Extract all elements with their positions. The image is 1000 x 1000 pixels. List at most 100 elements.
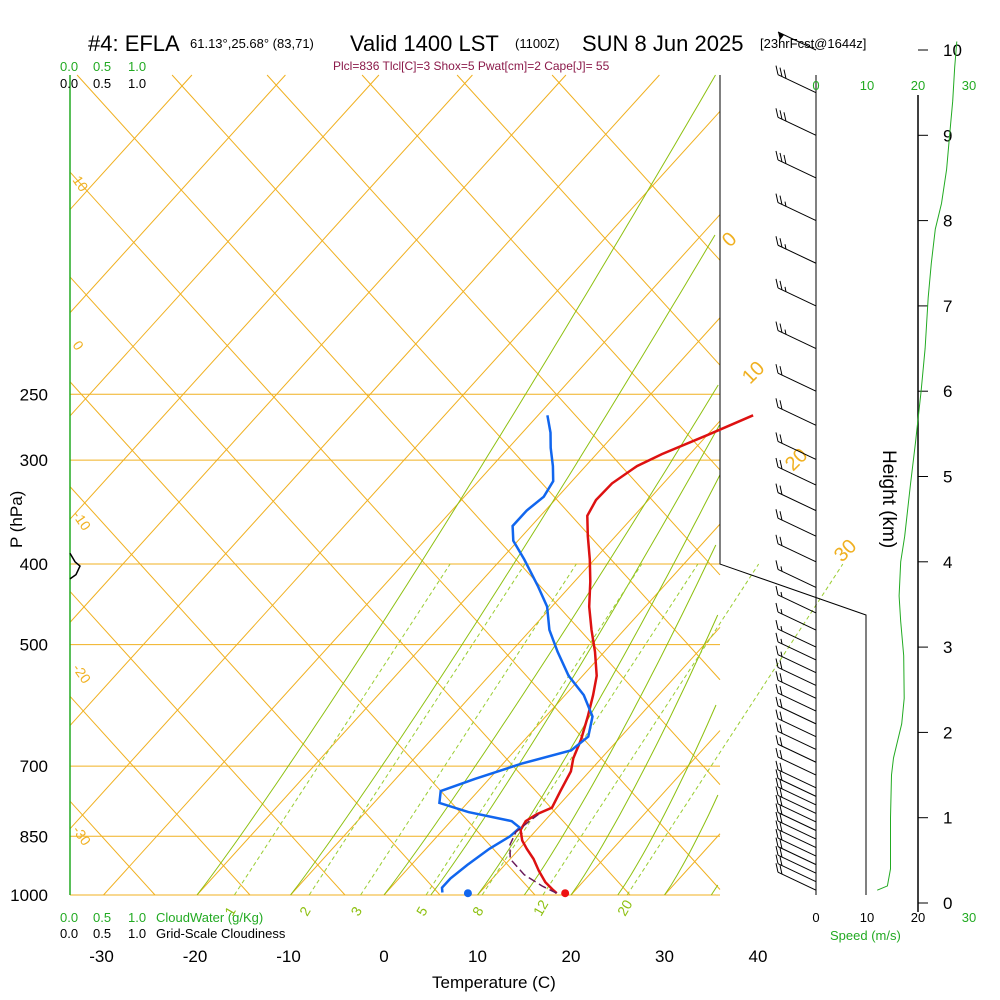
speed-scale-tick: 20 — [911, 910, 925, 925]
isotherm-line — [477, 627, 721, 896]
wind-barb-staff — [777, 667, 817, 686]
wind-barb-feather — [775, 150, 779, 161]
speed-scale-tick: 30 — [962, 78, 976, 93]
height-tick-label: 2 — [943, 723, 952, 742]
wind-barb-feather — [779, 737, 783, 747]
height-tick-label: 7 — [943, 297, 952, 316]
wind-barb-feather — [779, 67, 783, 77]
wind-barb-feather — [779, 434, 783, 444]
temperature-tick-label: -10 — [276, 947, 301, 966]
moist-adiabat-line — [523, 544, 717, 896]
wind-barb-feather — [775, 432, 779, 442]
pressure-tick-label: 1000 — [10, 886, 48, 905]
dry-adiabat-line — [69, 591, 346, 896]
wind-barb-feather — [775, 735, 779, 745]
dry-adiabat-line — [69, 800, 156, 896]
wind-barb-staff — [777, 543, 817, 563]
wind-barb-staff — [777, 440, 817, 460]
wind-barb-feather — [783, 112, 787, 122]
moist-adiabat-line — [570, 614, 719, 896]
wind-barb-feather — [779, 779, 783, 790]
plot-boundary-line — [719, 75, 867, 895]
wind-barb-feather — [775, 108, 779, 118]
wind-barb-half-feather — [784, 201, 787, 207]
chart-title-station: #4: EFLA — [88, 31, 180, 56]
speed-scale-tick: 0 — [812, 78, 819, 93]
wind-barb-feather — [779, 839, 783, 849]
cloudwater-scale-tick: 1.0 — [128, 910, 146, 925]
wind-barb-feather — [775, 820, 779, 830]
dry-adiabat-line — [456, 74, 721, 366]
wind-barb-feather — [775, 709, 779, 719]
speed-scale-tick: 30 — [962, 910, 976, 925]
wind-barb-staff — [777, 287, 817, 307]
wind-barb-half-feather — [784, 286, 787, 292]
cloudwater-scale-tick: 0.0 — [60, 59, 78, 74]
height-tick-label: 1 — [943, 809, 952, 828]
wind-barb-feather — [779, 762, 783, 772]
wind-barb-staff — [777, 159, 817, 179]
wind-barb-feather — [775, 585, 779, 596]
wind-barb-feather — [779, 848, 783, 858]
wind-barb-feather — [775, 854, 779, 864]
wind-barb-feather — [775, 483, 779, 493]
wind-barb-staff — [777, 743, 817, 763]
dry-adiabat-line — [69, 171, 721, 890]
wind-barb-feather — [775, 398, 779, 408]
wind-barb-feather — [779, 796, 783, 807]
cloudiness-scale-tick: 0.5 — [93, 76, 111, 91]
moist-adiabat-line — [290, 234, 716, 896]
wind-barb-feather — [779, 771, 783, 781]
wind-barb-staff — [777, 769, 817, 789]
wind-barb-staff — [777, 654, 817, 674]
dry-adiabat-line — [171, 74, 721, 681]
wind-barb-feather — [775, 65, 779, 75]
wind-barb-feather — [779, 366, 783, 376]
dry-adiabat-line — [69, 486, 441, 896]
wind-barb-half-feather — [780, 566, 783, 572]
wind-barb-feather — [775, 777, 779, 788]
speed-scale-tick: 0 — [812, 910, 819, 925]
wind-barb-staff — [777, 803, 817, 823]
series-line-temperature — [519, 414, 754, 895]
wind-barb-feather — [779, 805, 783, 815]
isotherm-line — [69, 74, 567, 623]
wind-barb-half-feather — [784, 244, 787, 250]
mixing-ratio-line — [425, 563, 643, 896]
wind-barb-feather — [775, 560, 779, 570]
wind-barb-feather — [779, 238, 783, 248]
height-tick-label: 3 — [943, 638, 952, 657]
mixing-ratio-label: 12 — [530, 897, 552, 919]
height-tick-label: 6 — [943, 382, 952, 401]
speed-scale-tick: 20 — [911, 78, 925, 93]
isotherm-line — [383, 523, 721, 896]
wind-barb-flag — [778, 32, 784, 40]
series-line-parcel — [509, 813, 558, 894]
height-tick-label: 4 — [943, 553, 952, 572]
wind-barb-feather — [775, 658, 779, 668]
height-tick-label: 9 — [943, 126, 952, 145]
cloudiness-scale-tick: 0.5 — [93, 926, 111, 941]
wind-barb-feather — [779, 711, 783, 721]
dry-adiabat-line — [69, 276, 631, 896]
wind-barb-staff — [777, 568, 817, 588]
wind-barb-feather — [775, 321, 779, 331]
height-tick-label: 10 — [943, 41, 962, 60]
wind-barb-feather — [783, 154, 787, 165]
wind-barb-staff — [777, 829, 817, 849]
wind-barb-feather — [775, 619, 779, 630]
chart-title-valid: Valid 1400 LST — [350, 31, 499, 56]
wind-barb-feather — [775, 803, 779, 813]
wind-barb-feather — [775, 509, 779, 519]
chart-title-forecast: [23hrFcst@1644z] — [760, 36, 866, 51]
height-axis-label: Height (km) — [878, 450, 899, 548]
wind-barb-feather — [779, 459, 783, 470]
wind-barb-feather — [779, 536, 783, 546]
isotherm-line — [196, 317, 721, 896]
x-axis-label: Temperature (C) — [432, 973, 556, 992]
wind-barb-feather — [779, 749, 783, 760]
cloudiness-scale-tick: 0.0 — [60, 926, 78, 941]
temperature-tick-label: 20 — [562, 947, 581, 966]
wind-barb-feather — [775, 811, 779, 822]
